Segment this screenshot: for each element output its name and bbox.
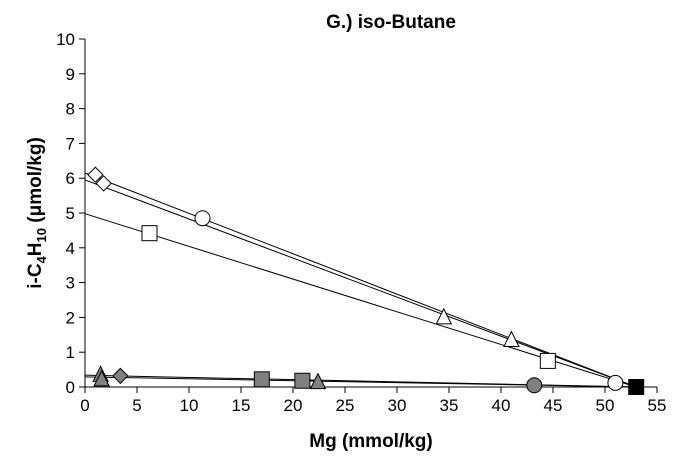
- trend-line: [84, 179, 637, 388]
- y-tick-label: 0: [66, 378, 75, 397]
- data-point-triangle: [503, 330, 520, 348]
- y-tick-label: 3: [66, 274, 75, 293]
- trend-line: [84, 172, 637, 388]
- y-axis-title-mid: H: [25, 242, 46, 256]
- data-point-square: [294, 372, 311, 389]
- data-point-square: [141, 225, 158, 242]
- y-axis-title: i-C4H10 (μmol/kg): [25, 137, 49, 289]
- y-tick-label: 9: [66, 65, 75, 84]
- x-tick-label: 25: [336, 396, 355, 415]
- data-point-circle: [194, 210, 211, 227]
- x-tick-label: 0: [80, 396, 89, 415]
- data-point-triangle: [93, 369, 110, 387]
- y-axis-title-unit: (μmol/kg): [25, 137, 46, 228]
- chart-title: G.) iso-Butane: [326, 12, 456, 33]
- data-point-diamond: [112, 367, 129, 385]
- y-tick-label: 5: [66, 204, 75, 223]
- data-point-triangle: [435, 307, 453, 325]
- data-point-triangle: [309, 372, 327, 390]
- y-tick-label: 6: [66, 169, 75, 188]
- y-tick-label: 4: [66, 239, 75, 258]
- x-tick-label: 50: [596, 396, 615, 415]
- data-point-square: [253, 371, 270, 388]
- x-tick-label: 5: [132, 396, 141, 415]
- y-axis-title-sub1: 4: [34, 255, 49, 263]
- x-tick-label: 30: [388, 396, 407, 415]
- data-point-square: [628, 379, 645, 395]
- x-axis-title: Mg (mmol/kg): [309, 431, 433, 452]
- data-point-diamond: [95, 175, 112, 192]
- data-point-diamond: [87, 166, 104, 183]
- y-tick-label: 7: [66, 134, 75, 153]
- x-tick-label: 20: [284, 396, 303, 415]
- data-point-circle: [526, 377, 543, 394]
- x-tick-label: 10: [180, 396, 199, 415]
- x-tick-label: 45: [544, 396, 563, 415]
- data-point-circle: [607, 374, 624, 391]
- x-tick-label: 15: [232, 396, 251, 415]
- y-axis-title-sub2: 10: [34, 228, 49, 242]
- y-tick-label: 1: [66, 343, 75, 362]
- x-tick-label: 55: [648, 396, 667, 415]
- data-point-square: [539, 352, 556, 369]
- y-tick-label: 10: [56, 30, 75, 49]
- x-tick-label: 35: [440, 396, 459, 415]
- y-axis-title-base: i-C: [25, 263, 46, 289]
- x-tick-label: 40: [492, 396, 511, 415]
- y-tick-label: 8: [66, 100, 75, 119]
- trend-line: [84, 376, 637, 388]
- y-tick-label: 2: [66, 308, 75, 327]
